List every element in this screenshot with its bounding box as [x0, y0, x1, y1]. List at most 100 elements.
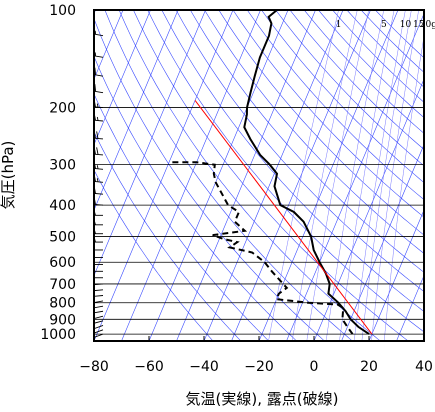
wind-barb	[87, 48, 104, 58]
wind-barb-flag	[87, 146, 88, 153]
x-axis-title: 気温(実線), 露点(破線)	[186, 390, 339, 408]
x-tick-label: −20	[244, 359, 274, 375]
wind-barb-flag	[92, 161, 93, 168]
isotherm-line	[94, 10, 124, 80]
wind-barb-flag	[89, 147, 90, 154]
wind-barb-flag	[89, 174, 90, 181]
wind-barb	[94, 333, 104, 338]
wind-barb	[94, 300, 104, 303]
wind-barb	[86, 258, 103, 266]
wind-barb-flag	[96, 147, 99, 155]
wind-barb-flag	[87, 113, 88, 120]
wind-barb-flag	[92, 174, 93, 181]
wind-barb-flag	[87, 131, 88, 138]
wind-barb-flag	[92, 147, 93, 154]
wind-barb-flag	[85, 302, 88, 309]
wind-barb-staff	[94, 324, 104, 330]
dry-adiabat-line	[104, 10, 353, 341]
mixing-ratio-line	[339, 10, 395, 341]
wind-barb-flag	[89, 227, 91, 234]
wind-barb-flag	[87, 197, 88, 204]
wind-barb	[86, 264, 103, 272]
wind-barb	[94, 324, 104, 330]
wind-barb	[94, 67, 104, 77]
wind-barb-flag	[90, 1, 91, 8]
wind-barb-flag	[87, 0, 88, 7]
wind-barb-staff	[94, 300, 104, 303]
dry-adiabat-line	[218, 10, 424, 236]
isotherm-line	[121, 10, 261, 341]
isotherm-line	[396, 274, 424, 341]
wind-barb-staff	[94, 333, 104, 338]
wind-barb-flag	[89, 243, 91, 250]
isotherm-line	[423, 340, 424, 341]
wind-barb-flag	[86, 235, 88, 242]
mixing-ratio-line	[291, 10, 358, 341]
mixing-ratio-line	[353, 10, 406, 341]
wind-barb-staff	[94, 305, 104, 309]
wind-barb-flag	[89, 218, 91, 225]
wind-barb-staff	[94, 119, 104, 122]
wind-barb	[94, 30, 104, 37]
wind-barb-flag	[86, 264, 88, 271]
wind-barb-flag	[92, 186, 93, 193]
isotherm-line	[231, 10, 371, 341]
background-lines	[94, 10, 424, 341]
mixing-ratio-label: 20g	[420, 20, 435, 30]
wind-barb-staff	[94, 283, 104, 286]
wind-barb-flag	[96, 131, 99, 139]
wind-barb-half-flag	[92, 268, 93, 272]
wind-barb-staff	[94, 310, 104, 314]
wind-barb	[94, 310, 104, 314]
wind-barb-flag	[87, 186, 88, 193]
isotherm-line	[176, 10, 316, 341]
dry-adiabat-line	[161, 10, 424, 312]
wind-barb-flag	[89, 131, 90, 138]
x-tick-label: −40	[189, 359, 219, 375]
wind-barb-flag	[88, 278, 91, 285]
wind-barb-flag	[92, 197, 93, 204]
wind-barb-flag	[87, 99, 88, 106]
isotherm-line	[258, 10, 399, 341]
dry-adiabat-line	[133, 10, 409, 341]
dry-adiabat-line	[147, 10, 424, 333]
wind-barb	[94, 329, 104, 334]
y-tick-label: 100	[49, 3, 76, 19]
wind-barb	[86, 271, 103, 279]
wind-barb-flag	[86, 271, 88, 278]
wind-barb-flag	[91, 235, 93, 242]
wind-barb-flag	[86, 218, 88, 225]
wind-barb-half-flag	[89, 305, 91, 308]
wind-barb-flag	[91, 250, 93, 257]
wind-barb-flag	[87, 48, 88, 55]
isotherm-line	[203, 10, 344, 341]
wind-barb-flag	[85, 284, 88, 291]
wind-barb-staff	[94, 106, 104, 109]
mixing-ratio-label: 1	[336, 20, 342, 30]
dry-adiabat-line	[246, 10, 424, 201]
wind-barb-flag	[88, 284, 91, 291]
mixing-ratio-label: 10	[400, 20, 412, 30]
wind-barb	[88, 290, 104, 297]
wind-barb-flag	[86, 208, 88, 215]
dry-adiabat-line	[94, 17, 325, 341]
wind-barb-flag	[89, 186, 90, 193]
dry-adiabat-line	[94, 93, 270, 341]
wind-barb-flag	[86, 243, 88, 250]
mixing-ratio-line	[268, 10, 339, 341]
wind-barb-staff	[94, 320, 104, 324]
dry-adiabat-line	[94, 131, 242, 341]
wind-barb-flag	[86, 258, 88, 265]
wind-barb-flag	[86, 250, 88, 257]
mixing-ratio-line	[361, 10, 412, 341]
wind-barb-staff	[94, 289, 104, 292]
dry-adiabat-line	[118, 10, 381, 341]
wind-barb-flag	[87, 161, 88, 168]
wind-barb-flag	[88, 290, 91, 297]
wind-barb-half-flag	[96, 116, 99, 121]
x-tick-label: 0	[310, 359, 319, 375]
wind-barb	[86, 243, 103, 251]
